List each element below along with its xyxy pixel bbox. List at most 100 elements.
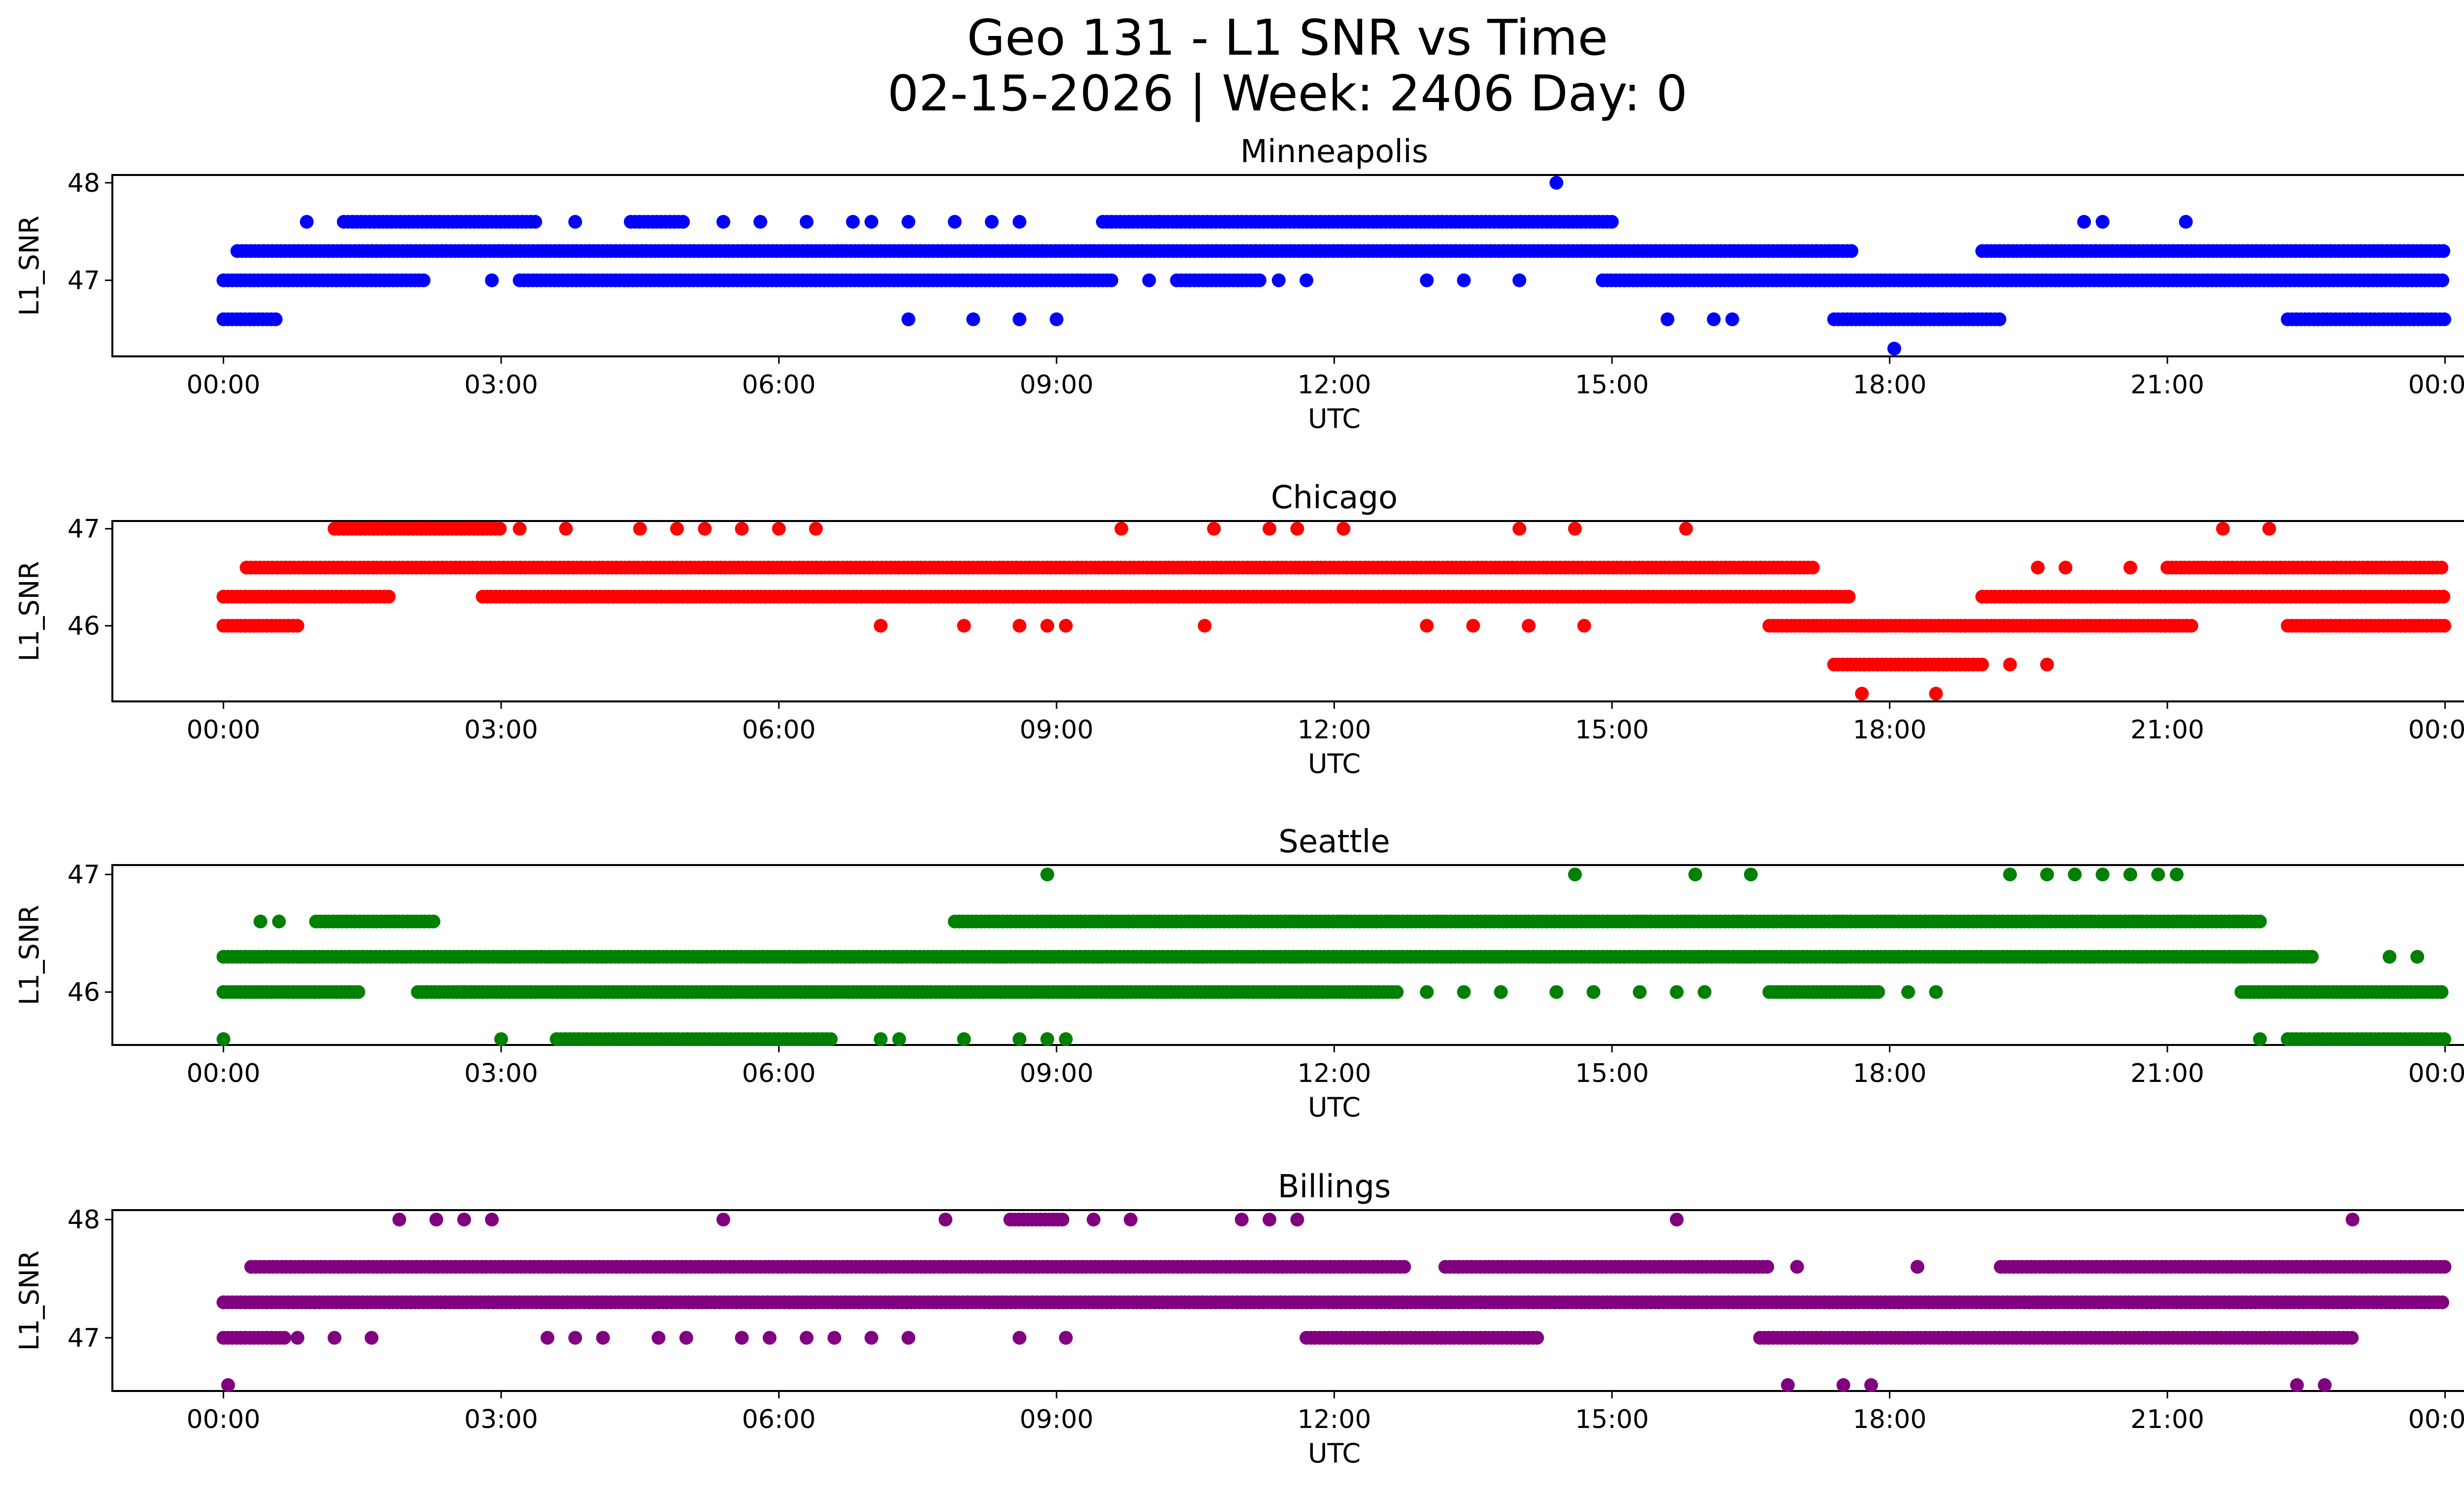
- data-point: [2290, 1378, 2304, 1392]
- data-point: [1887, 342, 1901, 356]
- chart-minneapolis-points: [216, 175, 2452, 356]
- chart-billings-x-tick-label: 00:00: [2408, 1405, 2464, 1434]
- data-point: [1790, 1260, 1804, 1274]
- data-point: [2003, 658, 2017, 672]
- data-point: [948, 215, 962, 229]
- data-point: [1929, 985, 1943, 999]
- data-point: [2151, 868, 2165, 882]
- chart-seattle-x-tick-label: 09:00: [1020, 1059, 1094, 1088]
- data-point: [1845, 244, 1858, 258]
- chart-minneapolis-x-tick-label: 21:00: [2130, 370, 2204, 400]
- chart-minneapolis-x-tick-label: 12:00: [1298, 370, 1371, 400]
- data-point: [799, 1331, 814, 1345]
- data-point: [1397, 1260, 1411, 1274]
- data-point: [2437, 1032, 2452, 1046]
- chart-seattle-x-tick-label: 15:00: [1575, 1059, 1649, 1088]
- chart-billings-y-axis-label: L1_SNR: [14, 1251, 45, 1351]
- chart-billings-x-tick-label: 21:00: [2130, 1405, 2204, 1434]
- data-point: [1059, 1331, 1073, 1345]
- chart-chicago-x-tick-label: 00:00: [186, 715, 260, 745]
- chart-billings-x-tick-label: 03:00: [464, 1405, 538, 1434]
- data-point: [2031, 560, 2045, 575]
- data-point: [327, 1331, 342, 1345]
- data-point: [272, 914, 286, 929]
- data-point: [2345, 1213, 2360, 1227]
- data-point: [676, 215, 690, 229]
- data-point: [823, 1032, 838, 1046]
- data-point: [2435, 1295, 2449, 1310]
- data-point: [2179, 215, 2193, 229]
- data-point: [1836, 1378, 1850, 1392]
- data-point: [1012, 215, 1027, 229]
- chart-minneapolis-x-tick-label: 00:00: [186, 370, 260, 400]
- data-point: [290, 1331, 305, 1345]
- data-point: [1549, 175, 1564, 190]
- data-point: [416, 273, 431, 287]
- data-point: [2040, 868, 2054, 882]
- chart-minneapolis-x-tick-label: 09:00: [1020, 370, 1094, 400]
- chart-chicago-x-tick-label: 06:00: [742, 715, 816, 745]
- chart-minneapolis-y-tick-label: 48: [68, 169, 100, 198]
- data-point: [1725, 312, 1740, 326]
- data-point: [762, 1331, 777, 1345]
- data-point: [1040, 868, 1055, 882]
- chart-chicago-x-tick-label: 03:00: [464, 715, 538, 745]
- data-point: [651, 1331, 666, 1345]
- chart-seattle-x-tick-label: 18:00: [1853, 1059, 1927, 1088]
- data-point: [2095, 215, 2110, 229]
- data-point: [559, 522, 573, 536]
- data-point: [864, 215, 879, 229]
- data-point: [753, 215, 767, 229]
- data-point: [1263, 1213, 1276, 1227]
- data-point: [1124, 1213, 1138, 1227]
- data-point: [874, 1032, 888, 1046]
- chart-billings-x-tick-label: 18:00: [1853, 1405, 1927, 1434]
- data-point: [1390, 985, 1404, 999]
- data-point: [772, 522, 786, 536]
- data-point: [1059, 1032, 1073, 1046]
- data-point: [221, 1378, 235, 1392]
- data-point: [1234, 1213, 1249, 1227]
- data-point: [1864, 1378, 1878, 1392]
- data-point: [1040, 619, 1055, 633]
- data-point: [1336, 522, 1351, 536]
- chart-chicago-x-tick-label: 09:00: [1020, 715, 1094, 745]
- chart-chicago-axes-frame: [111, 520, 2464, 702]
- data-point: [809, 522, 823, 536]
- data-point: [2437, 619, 2452, 633]
- data-point: [799, 215, 814, 229]
- chart-minneapolis-x-tick-label: 00:00: [2408, 370, 2464, 400]
- data-point: [1679, 522, 1693, 536]
- chart-minneapolis-x-tick-label: 18:00: [1853, 370, 1927, 400]
- chart-chicago-y-tick-label: 46: [68, 612, 100, 641]
- chart-seattle-y-axis-label: L1_SNR: [14, 905, 45, 1006]
- data-point: [1633, 985, 1647, 999]
- chart-seattle-x-axis-label: UTC: [1308, 1092, 1361, 1123]
- data-point: [1142, 273, 1156, 287]
- data-point: [1871, 985, 1885, 999]
- data-point: [2058, 560, 2073, 575]
- data-point: [2216, 522, 2230, 536]
- chart-minneapolis-y-axis-label: L1_SNR: [14, 215, 45, 316]
- figure-subtitle: 02-15-2026 | Week: 2406 Day: 0: [887, 65, 1688, 122]
- data-point: [892, 1032, 906, 1046]
- chart-seattle-x-tick-label: 03:00: [464, 1059, 538, 1088]
- data-point: [596, 1331, 610, 1345]
- data-point: [1050, 312, 1063, 326]
- data-point: [1760, 1260, 1775, 1274]
- data-point: [1975, 658, 1989, 672]
- data-point: [2436, 590, 2451, 604]
- data-point: [253, 914, 268, 929]
- data-point: [938, 1213, 953, 1227]
- data-point: [2305, 950, 2319, 964]
- data-point: [2253, 1032, 2267, 1046]
- data-point: [1420, 985, 1434, 999]
- data-point: [2410, 950, 2425, 964]
- data-point: [2262, 522, 2276, 536]
- data-point: [957, 619, 971, 633]
- data-point: [277, 1331, 291, 1345]
- data-point: [2077, 215, 2091, 229]
- chart-chicago-x-axis-label: UTC: [1308, 748, 1361, 779]
